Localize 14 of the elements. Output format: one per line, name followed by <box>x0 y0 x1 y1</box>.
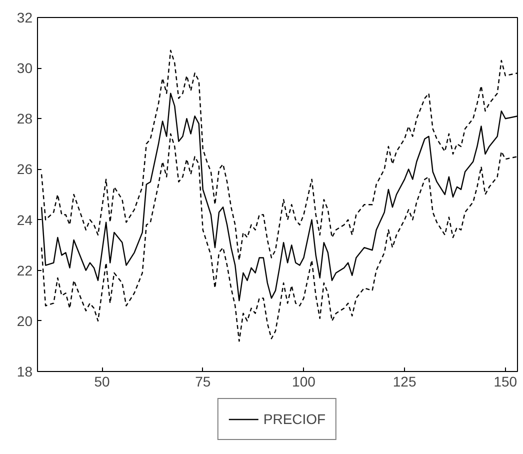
y-tick-label: 32 <box>16 10 33 26</box>
y-tick-label: 18 <box>16 364 33 380</box>
y-tick-label: 28 <box>16 110 33 127</box>
x-tick-label: 150 <box>494 374 518 390</box>
y-tick-label: 26 <box>16 161 33 178</box>
legend-label: PRECIOF <box>263 411 326 427</box>
y-tick-label: 30 <box>16 60 33 76</box>
y-tick-label: 22 <box>16 262 33 278</box>
x-tick-label: 100 <box>292 374 316 390</box>
x-tick-label: 75 <box>195 374 211 390</box>
x-tick-label: 50 <box>94 374 110 390</box>
y-tick-label: 24 <box>16 212 33 228</box>
x-tick-label: 125 <box>392 374 416 390</box>
y-tick-label: 20 <box>16 312 33 329</box>
